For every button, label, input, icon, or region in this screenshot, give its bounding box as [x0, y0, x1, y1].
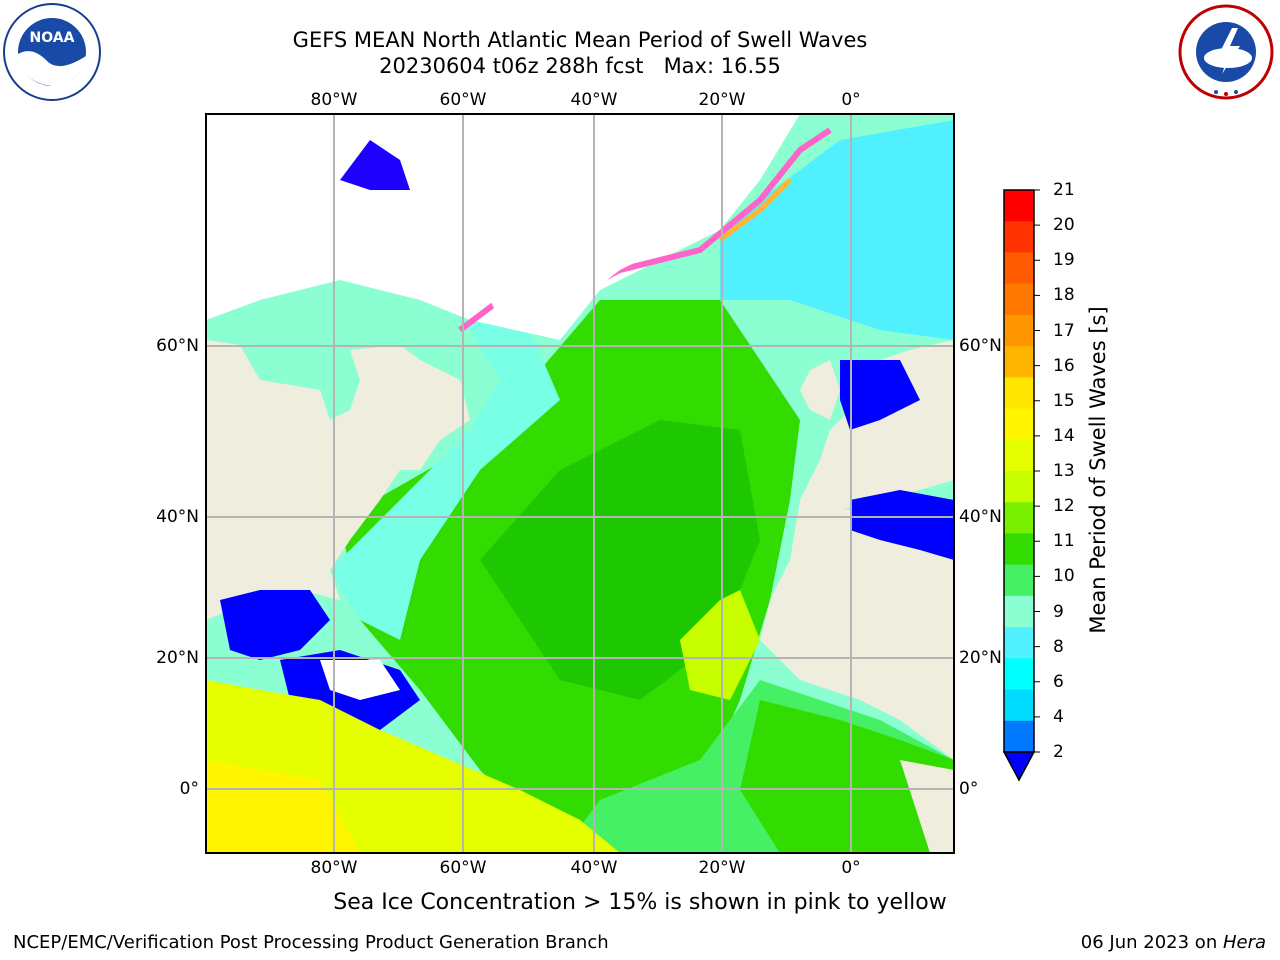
colorbar-tick-label: 10 [1053, 566, 1075, 587]
colorbar-swatch [1004, 314, 1034, 347]
colorbar-swatch [1004, 190, 1034, 222]
lat-tick-label-left: 20°N [156, 648, 199, 668]
lat-tick-label-left: 0° [179, 779, 199, 799]
colorbar-swatch [1004, 720, 1034, 753]
colorbar-tick-label: 19 [1053, 250, 1075, 271]
colorbar-tick-label: 13 [1053, 461, 1075, 481]
map-gridlines [206, 114, 954, 853]
chart-title: GEFS MEAN North Atlantic Mean Period of … [292, 28, 868, 52]
footer-date: 06 Jun 2023 on Hera [1081, 932, 1266, 953]
colorbar-tick-label: 6 [1053, 671, 1064, 692]
colorbar-tick-label: 12 [1053, 496, 1075, 517]
colorbar-swatch [1004, 346, 1034, 378]
sea-ice-note: Sea Ice Concentration > 15% is shown in … [333, 890, 947, 915]
lon-tick-label-bot: 60°W [439, 858, 487, 878]
lon-tick-label-top: 60°W [439, 90, 487, 110]
baffin-ice-blue [340, 140, 410, 190]
colorbar-tick-label: 2 [1053, 742, 1064, 762]
colorbar-tick-label: 4 [1053, 706, 1064, 727]
lon-tick-label-bot: 40°W [570, 858, 618, 878]
lon-tick-label-bot: 80°W [310, 858, 358, 878]
chart-subtitle: 20230604 t06z 288h fcst Max: 16.55 [379, 54, 781, 78]
lon-tick-label-top: 0° [841, 90, 861, 110]
map-frame [205, 113, 955, 854]
colorbar-tick-label: 14 [1053, 425, 1075, 446]
africa-land-south [900, 760, 954, 853]
land-north-america [206, 340, 470, 620]
lat-tick-label-right: 40°N [959, 507, 1002, 527]
colorbar-tick-label: 21 [1053, 180, 1075, 200]
gulf-guinea-swell [740, 700, 954, 853]
gulf-mexico-blue [220, 590, 330, 660]
colorbar-swatch [1004, 471, 1034, 503]
swell-zone-8s-west [330, 300, 560, 640]
footer-host: Hera [1222, 932, 1266, 953]
swell-zone-8s-northeast [720, 120, 954, 340]
colorbar-tick-label: 17 [1053, 320, 1075, 341]
colorbar-swatch [1004, 502, 1034, 534]
lon-tick-label-top: 20°W [698, 90, 746, 110]
colorbar-swatch [1004, 252, 1034, 285]
colorbar-tick-label: 16 [1053, 355, 1075, 376]
land-iberia-africa [760, 500, 954, 760]
colorbar-tick-label: 20 [1053, 215, 1075, 236]
lon-tick-label-top: 40°W [570, 90, 618, 110]
land-greenland [460, 140, 700, 330]
lat-tick-label-left: 60°N [156, 336, 199, 356]
lat-tick-label-right: 20°N [959, 648, 1002, 668]
colorbar-tick-label: 15 [1053, 390, 1075, 411]
lat-tick-label-left: 40°N [156, 507, 199, 527]
lon-tick-label-top: 80°W [310, 90, 358, 110]
lon-tick-label-bot: 20°W [698, 858, 746, 878]
colorbar-swatch [1004, 533, 1034, 566]
colorbar-tick-label: 8 [1053, 636, 1064, 657]
colorbar-swatch [1004, 221, 1034, 253]
footer-credit: NCEP/EMC/Verification Post Processing Pr… [13, 932, 609, 953]
colorbar-underflow-arrow [1002, 751, 1036, 782]
swell-zone-13s [680, 590, 760, 700]
lat-tick-label-right: 0° [959, 779, 979, 799]
colorbar-tick-label: 18 [1053, 285, 1075, 306]
lat-tick-label-right: 60°N [959, 336, 1002, 356]
colorbar-swatch [1004, 439, 1034, 472]
noaa-logo-text: NOAA [30, 30, 75, 46]
ice-edge-orange [718, 178, 792, 242]
land-europe [800, 340, 954, 510]
colorbar-swatch [1004, 658, 1034, 691]
noaa-logo-icon: NOAA [3, 3, 101, 101]
mediterranean-blue [850, 490, 954, 560]
land-british-isles [800, 360, 840, 420]
colorbar-tick-label: 9 [1053, 601, 1064, 622]
colorbar-swatch [1004, 283, 1034, 316]
colorbar-label: Mean Period of Swell Waves [s] [1086, 306, 1110, 634]
colorbar-tick-label: 11 [1053, 531, 1075, 552]
footer-date-text: 06 Jun 2023 on [1080, 932, 1223, 953]
colorbar-swatch [1004, 689, 1034, 722]
nws-logo-icon [1178, 4, 1274, 100]
colorbar-swatch [1004, 595, 1034, 628]
colorbar [1002, 189, 1040, 782]
colorbar-swatch [1004, 564, 1034, 597]
lon-tick-label-bot: 0° [841, 858, 861, 878]
colorbar-swatch [1004, 627, 1034, 659]
north-sea-blue [840, 360, 920, 430]
caribbean-white [320, 660, 400, 700]
colorbar-swatch [1004, 408, 1034, 441]
colorbar-swatch [1004, 377, 1034, 410]
land-south-america-dry [206, 760, 360, 853]
